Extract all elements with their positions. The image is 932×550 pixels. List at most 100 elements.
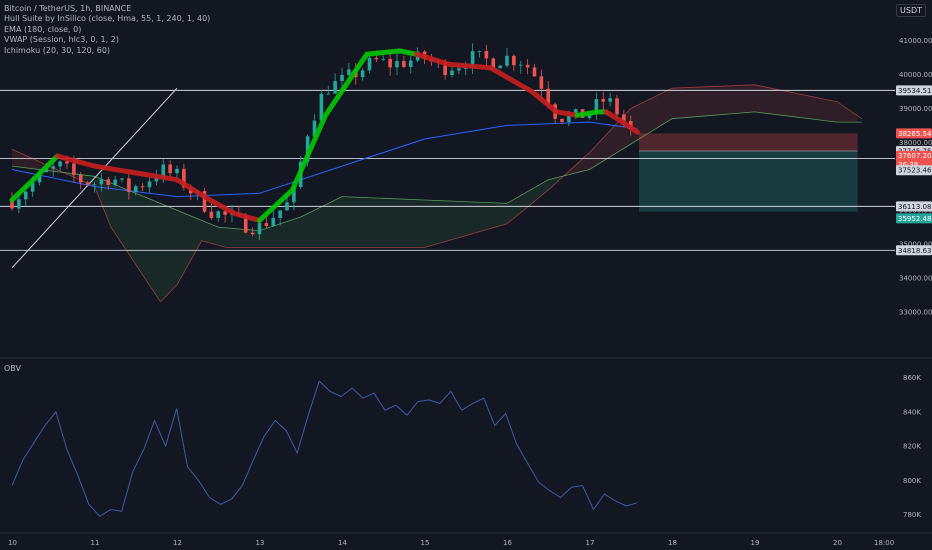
candle-body [182,168,186,188]
candle-body [622,114,626,122]
candle-body [525,64,530,68]
candle-body [326,93,331,95]
ichimoku-cloud-segment [564,84,858,176]
obv-axis-tick: 860K [903,374,921,382]
candle-body [567,115,571,122]
time-axis-tick: 12 [173,539,182,547]
candle-body [512,55,516,66]
candle-body [92,184,97,186]
price-label-bg [896,201,932,212]
candle-body [250,232,255,235]
candle-body [319,93,324,121]
price-label-bg [896,165,932,176]
hull-up-segment [257,48,419,223]
position-stop-zone [639,133,858,152]
trend-line [11,87,178,269]
candle-body [450,70,454,75]
currency-button[interactable]: USDT [896,4,926,17]
candle-body [367,57,372,71]
candle-body [154,177,159,182]
candle-body [278,210,282,218]
price-label: 37607.20 [898,152,931,160]
time-axis-tick: 11 [91,539,100,547]
candle-body [347,69,351,75]
candle-body [395,61,399,68]
ichimoku-span-a [11,111,862,232]
indicator-ichimoku[interactable]: Ichimoku (20, 30, 120, 60) [4,45,111,55]
candle-body [17,199,21,209]
hull-up-segment [574,109,609,118]
candle-body [312,120,317,137]
hull-down-segment [54,153,262,223]
ichimoku-span-b [11,84,863,303]
time-axis-tick: 14 [338,539,347,547]
candle-body [168,164,172,174]
indicator-vwap[interactable]: VWAP (Session, hlc3, 0, 1, 2) [4,35,119,45]
candle-body [477,50,482,52]
price-axis-tick: 41000.00 [899,37,932,45]
candle-body [106,179,111,185]
chart-legend: Bitcoin / TetherUS, 1h, BINANCE Hull Sui… [4,4,210,56]
hull-down-segment [413,51,580,118]
candle-body [30,182,35,192]
indicator-ema[interactable]: EMA (180, close, 0) [4,24,82,34]
symbol-title[interactable]: Bitcoin / TetherUS, 1h, BINANCE [4,4,132,13]
price-axis-tick: 38000.00 [899,139,932,147]
price-label-bg [896,128,932,139]
indicator-hull-suite[interactable]: Hull Suite by InSilico (close, Hma, 55, … [4,14,211,24]
candle-body [23,191,28,200]
price-axis-tick: 33000.00 [899,308,932,316]
candle-body [223,211,227,215]
candle-body [333,81,337,94]
candle-body [463,68,468,70]
candle-body [340,74,344,82]
price-label-bg [896,85,932,96]
price-axis-tick: 34000.00 [899,275,932,283]
price-label: 34818.63 [898,247,931,255]
candle-body [78,174,83,183]
candle-body [560,118,564,122]
price-label: 37523.46 [898,167,932,175]
candle-body [457,68,461,71]
hull-up-segment [9,153,60,203]
obv-legend: OBV [4,364,21,374]
candle-body [257,223,262,235]
price-label: 39534.51 [898,87,931,95]
ichimoku-cloud-segment [65,172,565,302]
candle-body [532,67,537,77]
price-label-bg [896,213,932,224]
candle-body [133,186,138,192]
hull-down-segment [603,109,640,135]
price-label: 38265.54 [898,130,932,138]
candle-body [140,186,145,188]
candle-body [374,57,379,60]
price-axis-tick: 39000.00 [899,105,932,113]
obv-label[interactable]: OBV [4,364,22,373]
candle-body [65,161,69,164]
candle-body [175,168,179,174]
candle-body [202,191,207,212]
price-label-bg [896,245,932,256]
candle-body [292,187,296,203]
candle-body [402,61,406,67]
candle-body [608,98,612,102]
candle-body [601,99,606,102]
candle-body [127,178,131,192]
candle-body [305,136,310,162]
candle-body [470,51,475,69]
time-axis-tick: 18 [668,539,677,547]
candle-body [243,215,248,233]
price-axis-tick: 40000.00 [899,71,932,79]
candle-body [518,64,523,66]
time-axis-tick: 13 [256,539,265,547]
candle-body [209,211,214,218]
candle-body [484,50,489,59]
price-label: 36113.08 [898,203,931,211]
candle-body [443,61,447,75]
obv-axis-tick: 780K [903,511,921,519]
candle-body [615,98,619,115]
candle-body [408,60,413,67]
candle-body [161,164,166,178]
candle-body [216,211,221,218]
